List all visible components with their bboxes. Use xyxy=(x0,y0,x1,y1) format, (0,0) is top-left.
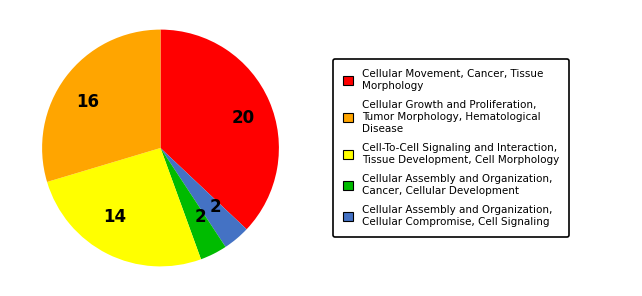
Wedge shape xyxy=(47,148,201,266)
Legend: Cellular Movement, Cancer, Tissue
Morphology, Cellular Growth and Proliferation,: Cellular Movement, Cancer, Tissue Morpho… xyxy=(333,59,569,237)
Text: 20: 20 xyxy=(231,109,254,126)
Text: 16: 16 xyxy=(76,93,99,111)
Wedge shape xyxy=(160,148,225,259)
Wedge shape xyxy=(160,30,279,229)
Text: 2: 2 xyxy=(195,208,207,226)
Text: 2: 2 xyxy=(210,198,221,216)
Wedge shape xyxy=(42,30,160,182)
Text: 14: 14 xyxy=(103,208,126,226)
Wedge shape xyxy=(160,148,247,247)
